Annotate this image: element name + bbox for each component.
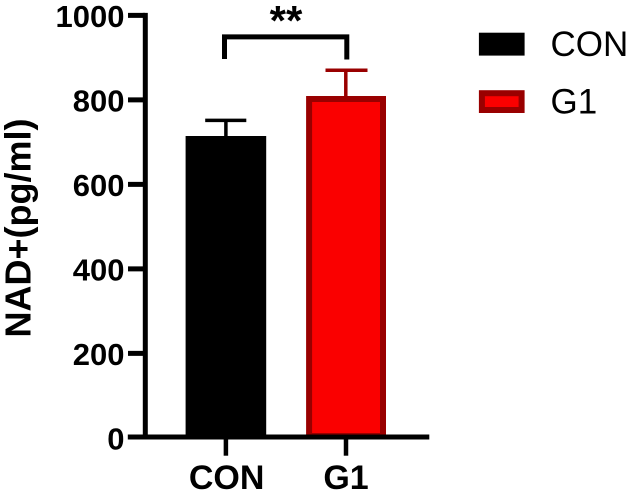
svg-text:CON: CON bbox=[189, 459, 265, 495]
svg-text:800: 800 bbox=[73, 84, 125, 119]
svg-text:600: 600 bbox=[73, 168, 125, 203]
svg-text:CON: CON bbox=[551, 25, 629, 64]
svg-text:G1: G1 bbox=[323, 459, 368, 495]
svg-text:G1: G1 bbox=[551, 82, 598, 121]
svg-text:NAD+(pg/ml): NAD+(pg/ml) bbox=[0, 119, 38, 338]
svg-text:200: 200 bbox=[73, 337, 125, 372]
svg-text:**: ** bbox=[270, 0, 303, 44]
svg-text:0: 0 bbox=[107, 422, 124, 457]
svg-text:400: 400 bbox=[73, 253, 125, 288]
svg-text:1000: 1000 bbox=[56, 0, 125, 34]
